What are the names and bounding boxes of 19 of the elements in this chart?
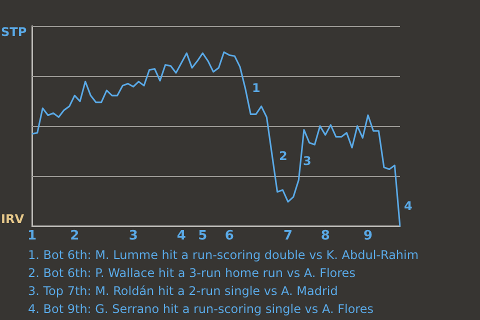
text: IRV	[1, 212, 24, 226]
text: 2. Bot 6th: P. Wallace hit a 3-run home run vs A. Flores	[28, 265, 356, 282]
text: STP	[1, 25, 27, 39]
text: 4	[404, 199, 412, 213]
annotation: 1	[252, 81, 260, 95]
x-tick-label: 9	[363, 228, 373, 244]
x-tick-label: 5	[198, 228, 208, 244]
text: 1. Bot 6th: M. Lumme hit a run-scoring double vs K. Abdul-Rahim	[28, 247, 419, 264]
text: 3. Top 7th: M. Roldán hit a 2-run single vs A. Madrid	[28, 283, 339, 300]
x-tick-label: 2	[70, 228, 80, 244]
x-tick-label: 1	[27, 228, 37, 244]
annotation: 3	[303, 154, 312, 168]
annotation: 2	[279, 149, 288, 163]
x-tick-label: 4	[176, 228, 186, 244]
x-tick-label: 6	[224, 228, 234, 244]
x-tick-label: 8	[320, 228, 330, 244]
x-tick-label: 7	[283, 228, 293, 244]
text: 4. Bot 9th: G. Serrano hit a run-scoring single vs A. Flores	[28, 301, 374, 318]
x-tick-label: 3	[128, 228, 138, 244]
